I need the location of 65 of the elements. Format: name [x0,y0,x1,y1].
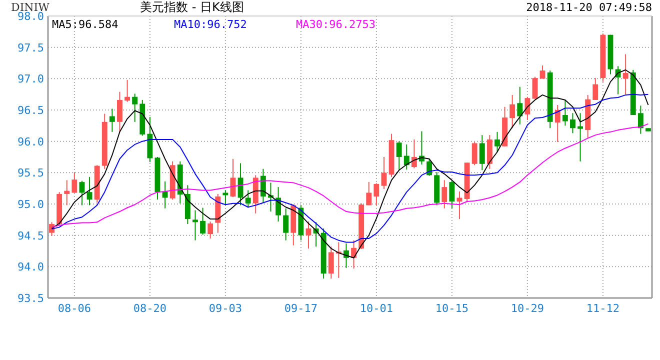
candlestick [562,99,568,126]
candlestick [456,190,462,220]
candlestick [245,190,251,208]
candlestick [64,180,70,206]
y-tick-label: 95.5 [18,166,44,180]
candlestick [366,182,372,206]
candlestick [374,182,380,206]
x-tick-label: 10-15 [435,302,468,315]
x-tick-label: 09-03 [208,302,242,315]
candlestick [494,131,500,152]
y-tick-label: 97.5 [18,41,44,54]
candlestick [570,112,576,134]
candlestick [132,93,138,122]
x-tick-label: 08-06 [58,302,91,315]
y-tick-label: 96.0 [18,135,44,148]
x-tick-label: 10-29 [510,302,544,315]
candlestick [208,221,214,239]
candlestick [117,91,122,132]
y-tick-label: 94.0 [18,260,44,274]
y-tick-label: 95.0 [18,198,44,211]
candlestick [381,156,387,190]
candlestick [404,144,410,170]
candlestick [283,208,289,241]
candlestick [517,86,523,125]
candlestick [276,186,281,222]
candlestick [124,79,130,102]
candlestick [622,54,628,95]
y-tick-label: 97.0 [18,72,44,86]
y-tick-label: 94.5 [18,229,44,242]
candlestick [449,180,455,209]
candlestick [638,105,644,134]
candlestick [396,140,402,170]
candlestick [222,190,228,206]
candlestick [578,112,583,162]
candlestick [328,246,334,280]
x-tick-label: 08-20 [133,302,166,315]
candlestick [479,134,485,171]
candlestick [260,168,266,204]
y-tick-label: 96.5 [18,104,44,117]
candlestick [79,180,85,206]
candlestick [200,207,206,236]
candlestick [442,180,448,209]
y-tick-label: 93.5 [18,292,44,305]
candlestick [109,108,115,132]
candlestick [192,210,198,241]
text: 2018-11-20 07:49:58 [526,1,652,14]
candlestick [524,96,530,121]
y-tick-label: 98.0 [18,10,44,23]
x-tick-label: 11-12 [586,302,620,315]
candlestick [72,172,78,194]
x-tick-label: 10-01 [360,302,393,315]
candlestick [540,65,546,80]
candlestick [86,176,92,206]
candlestick [426,158,432,176]
text: MA5:96.584 [52,18,119,31]
text: MA30:96.2753 [296,18,376,31]
candlestick [306,221,312,249]
candlestick [554,104,560,142]
x-tick-label: 09-17 [284,302,318,315]
candlestick [472,141,478,166]
text: MA10:96.752 [174,18,247,31]
candlestick [592,78,598,100]
chart-title: 美元指数 - 日K线图 [140,0,244,14]
candlestick [510,94,516,129]
candlestick [532,76,538,100]
